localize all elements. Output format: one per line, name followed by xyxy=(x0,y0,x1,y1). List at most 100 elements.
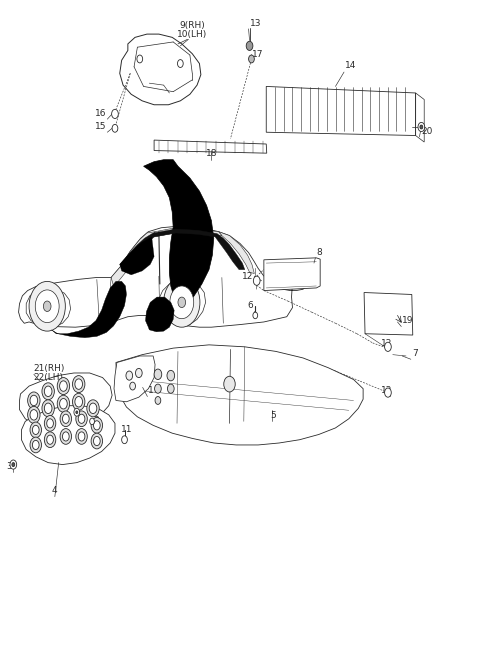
Circle shape xyxy=(10,460,17,469)
Text: 12: 12 xyxy=(381,386,393,396)
Circle shape xyxy=(78,432,85,441)
Polygon shape xyxy=(120,237,154,275)
Circle shape xyxy=(57,378,70,395)
Polygon shape xyxy=(264,258,320,290)
Circle shape xyxy=(89,403,97,413)
Circle shape xyxy=(253,276,260,285)
Text: 12: 12 xyxy=(381,339,393,348)
Text: 18: 18 xyxy=(205,149,217,158)
Circle shape xyxy=(62,432,69,441)
Circle shape xyxy=(420,125,423,129)
Text: 15: 15 xyxy=(95,122,107,131)
Circle shape xyxy=(126,371,132,380)
Circle shape xyxy=(384,342,391,351)
Text: 7: 7 xyxy=(412,349,418,358)
Polygon shape xyxy=(51,281,126,338)
Text: 13: 13 xyxy=(250,18,261,28)
Circle shape xyxy=(112,124,118,132)
Text: 10(LH): 10(LH) xyxy=(177,30,207,39)
Circle shape xyxy=(57,396,70,412)
Polygon shape xyxy=(26,288,71,327)
Polygon shape xyxy=(111,232,155,286)
Circle shape xyxy=(94,436,100,445)
Circle shape xyxy=(47,419,53,428)
Circle shape xyxy=(164,277,200,327)
Circle shape xyxy=(44,386,52,397)
Circle shape xyxy=(91,417,103,433)
Circle shape xyxy=(78,414,85,423)
Text: 11: 11 xyxy=(120,426,132,434)
Circle shape xyxy=(60,399,67,409)
Text: 2: 2 xyxy=(75,406,81,415)
Polygon shape xyxy=(114,356,155,402)
Text: 16: 16 xyxy=(95,109,107,118)
Circle shape xyxy=(90,418,95,424)
Circle shape xyxy=(168,384,174,394)
Circle shape xyxy=(178,297,186,307)
Circle shape xyxy=(29,281,65,331)
Polygon shape xyxy=(159,280,205,326)
Circle shape xyxy=(74,408,80,416)
Circle shape xyxy=(87,400,99,417)
Circle shape xyxy=(30,422,41,438)
Text: 5: 5 xyxy=(271,411,276,420)
Circle shape xyxy=(137,55,143,63)
Circle shape xyxy=(224,376,235,392)
Circle shape xyxy=(47,435,53,444)
Circle shape xyxy=(28,406,40,423)
Circle shape xyxy=(33,440,39,449)
Circle shape xyxy=(44,415,56,431)
Circle shape xyxy=(170,286,194,319)
Polygon shape xyxy=(218,232,254,273)
Text: 20: 20 xyxy=(421,127,432,135)
Polygon shape xyxy=(145,297,174,332)
Polygon shape xyxy=(154,228,222,237)
Circle shape xyxy=(42,400,54,417)
Circle shape xyxy=(72,394,85,410)
Polygon shape xyxy=(116,345,363,445)
Text: 9(RH): 9(RH) xyxy=(180,21,205,30)
Text: 3: 3 xyxy=(93,417,99,425)
Circle shape xyxy=(30,409,37,420)
Circle shape xyxy=(30,437,41,453)
Text: 14: 14 xyxy=(345,61,356,70)
Circle shape xyxy=(12,463,15,466)
Circle shape xyxy=(249,55,254,63)
Polygon shape xyxy=(22,406,115,464)
Circle shape xyxy=(44,432,56,447)
Text: 22(LH): 22(LH) xyxy=(34,373,64,382)
Polygon shape xyxy=(20,373,112,430)
Circle shape xyxy=(112,109,118,118)
Circle shape xyxy=(75,379,83,390)
Circle shape xyxy=(43,301,51,311)
Circle shape xyxy=(76,411,87,426)
Circle shape xyxy=(60,428,72,444)
Polygon shape xyxy=(144,160,214,304)
Circle shape xyxy=(418,122,425,131)
Circle shape xyxy=(246,41,253,51)
Circle shape xyxy=(130,382,135,390)
Circle shape xyxy=(76,411,78,413)
Circle shape xyxy=(135,369,142,378)
Circle shape xyxy=(62,414,69,423)
Text: 21(RH): 21(RH) xyxy=(34,364,65,373)
Polygon shape xyxy=(120,229,245,269)
Text: 17: 17 xyxy=(252,50,264,59)
Circle shape xyxy=(76,428,87,444)
Text: 1: 1 xyxy=(148,386,154,396)
Polygon shape xyxy=(19,227,311,327)
Circle shape xyxy=(44,403,52,413)
Circle shape xyxy=(72,376,85,393)
Polygon shape xyxy=(120,34,201,104)
Circle shape xyxy=(253,312,258,319)
Circle shape xyxy=(155,397,161,405)
Circle shape xyxy=(30,396,37,406)
Circle shape xyxy=(60,381,67,392)
Circle shape xyxy=(94,420,100,430)
Text: 6: 6 xyxy=(248,301,253,310)
Circle shape xyxy=(167,371,175,381)
Circle shape xyxy=(60,411,72,426)
Polygon shape xyxy=(364,292,413,335)
Circle shape xyxy=(28,392,40,409)
Circle shape xyxy=(178,60,183,68)
